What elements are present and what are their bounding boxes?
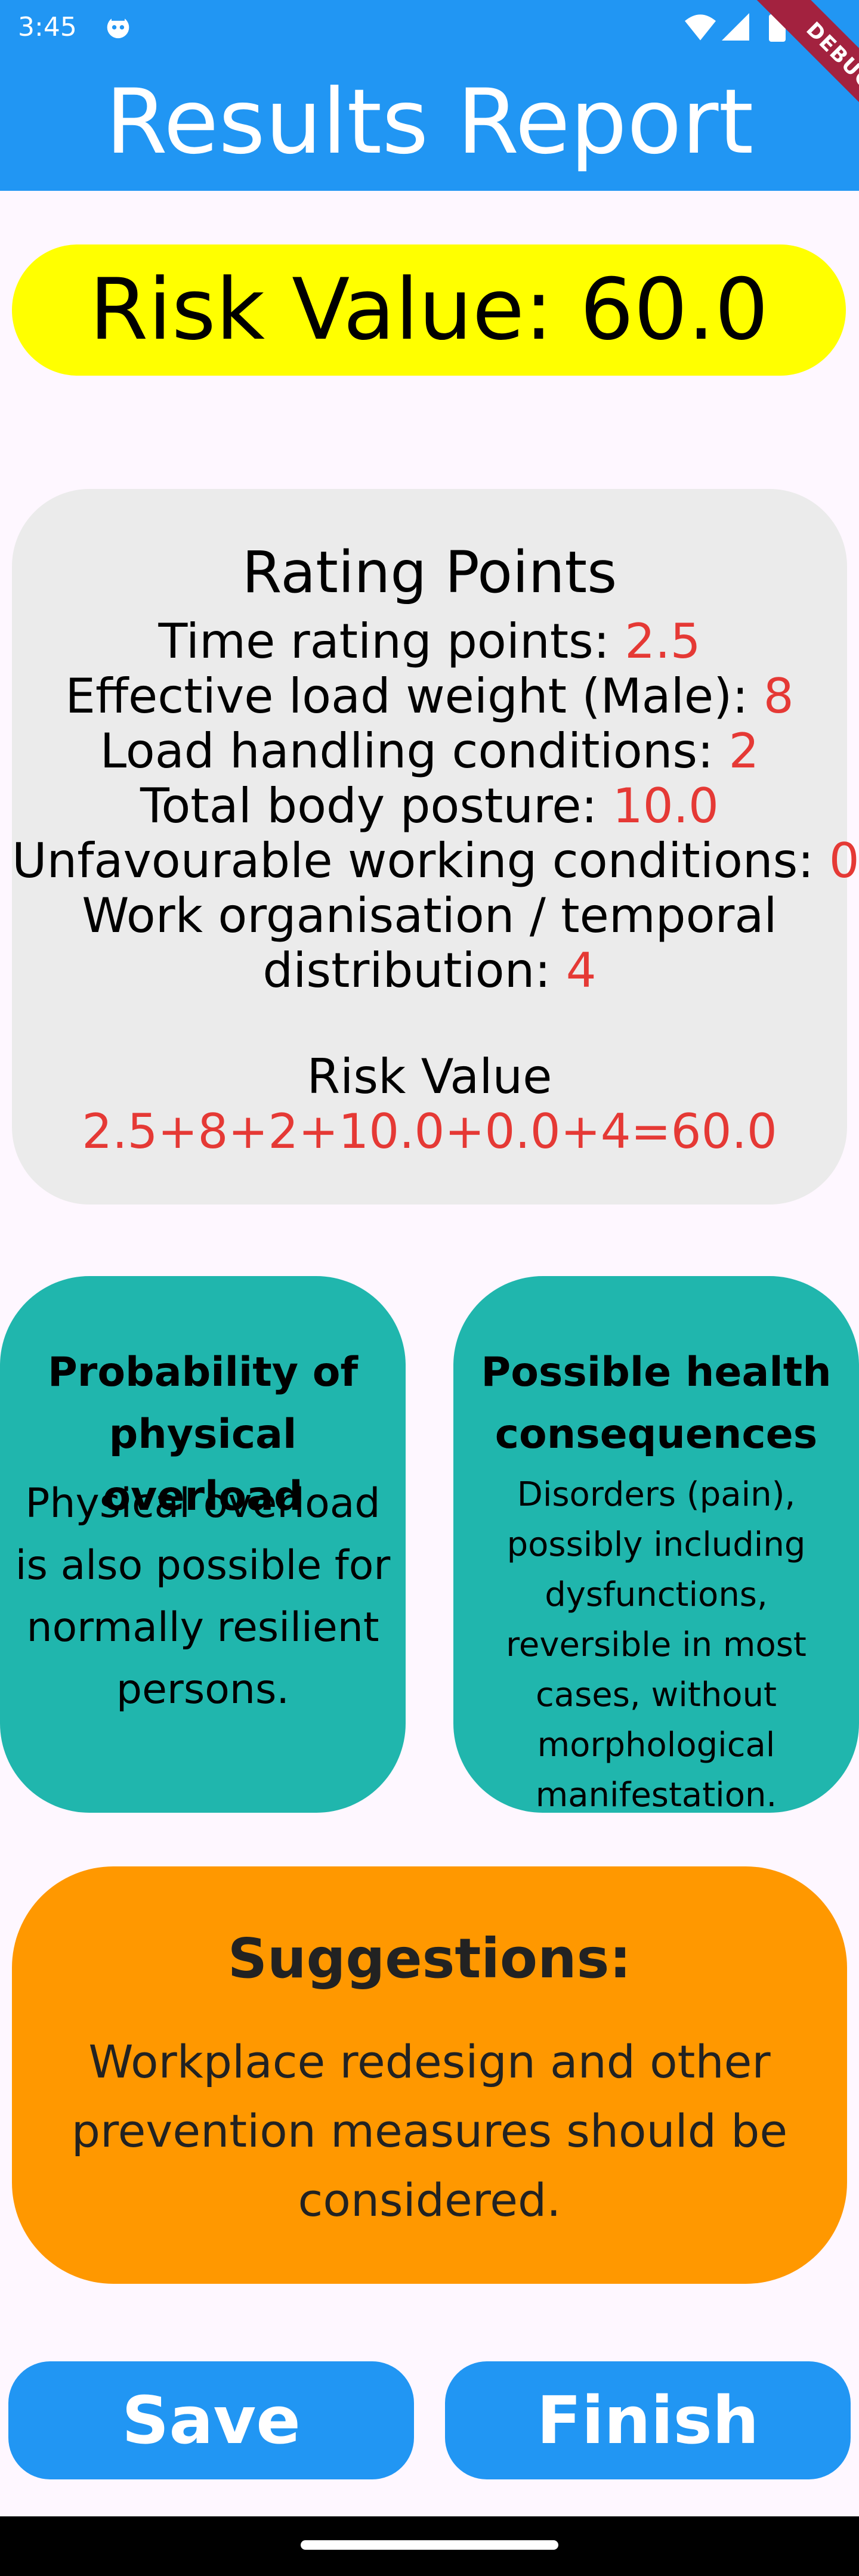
rating-value: 10.0: [612, 778, 719, 834]
save-button[interactable]: Save: [8, 2361, 414, 2479]
rating-points-list: Time rating points: 2.5 Effective load w…: [12, 614, 859, 998]
debug-label: DEBUG: [746, 0, 859, 131]
debug-banner: DEBUG: [728, 0, 859, 131]
suggestions-title: Suggestions:: [227, 1927, 632, 1990]
wifi-icon: [685, 14, 716, 41]
suggestions-text: Workplace redesign and other prevention …: [71, 2035, 788, 2227]
rating-item-working-conditions: Unfavourable working conditions: 0.0: [12, 834, 859, 888]
risk-value-text: Risk Value: 60.0: [89, 261, 769, 359]
risk-value-formula: 2.5+8+2+10.0+0.0+4=60.0: [82, 1104, 777, 1159]
health-consequences-card: Possible health consequences Disorders (…: [453, 1276, 859, 1815]
status-time: 3:45: [18, 12, 77, 42]
rating-points-title: Rating Points: [242, 539, 617, 606]
risk-value-badge: Risk Value: 60.0: [12, 244, 846, 376]
rating-item-work-organisation-cont: distribution: 4: [262, 943, 597, 998]
health-text: Disorders (pain), possibly including dys…: [506, 1475, 807, 1815]
rating-value: 4: [566, 943, 597, 998]
home-gesture-handle[interactable]: [301, 2540, 558, 2550]
rating-value: 2.5: [625, 614, 701, 669]
rating-value: 8: [763, 668, 794, 724]
page-title: Results Report: [105, 70, 754, 174]
rating-points-card: Rating Points Time rating points: 2.5 Ef…: [12, 489, 859, 1205]
overload-probability-card: Probability of physical overload Physica…: [0, 1276, 406, 1813]
rating-item-time: Time rating points: 2.5: [158, 614, 701, 669]
app-bar: Results Report: [0, 60, 859, 191]
rating-item-handling-conditions: Load handling conditions: 2: [100, 723, 759, 779]
risk-value-label: Risk Value: [307, 1049, 552, 1104]
system-nav-bar: [0, 2516, 859, 2576]
robot-face-icon: [107, 16, 129, 39]
rating-value: 2: [728, 723, 759, 779]
overload-text: Physical overload is also possible for n…: [15, 1480, 391, 1713]
rating-item-load-weight: Effective load weight (Male): 8: [65, 668, 794, 724]
health-title: Possible health consequences: [481, 1349, 832, 1458]
rating-item-body-posture: Total body posture: 10.0: [140, 778, 719, 834]
overload-title: Probability of physical overload: [47, 1349, 359, 1520]
suggestions-card: Suggestions: Workplace redesign and othe…: [12, 1866, 847, 2284]
rating-value: 0.0: [829, 833, 859, 888]
finish-button[interactable]: Finish: [445, 2361, 851, 2479]
rating-item-work-organisation: Work organisation / temporal: [82, 888, 777, 943]
cellular-signal-icon: [722, 13, 749, 41]
status-bar: 3:45: [0, 0, 859, 60]
